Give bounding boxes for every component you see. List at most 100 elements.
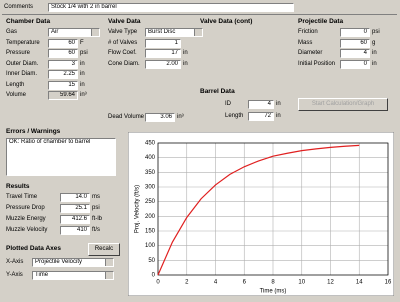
unit-label: F bbox=[80, 39, 84, 46]
section-title: Errors / Warnings bbox=[6, 128, 61, 135]
section-title: Chamber Data bbox=[6, 18, 51, 25]
section-title: Projectile Data bbox=[298, 18, 344, 25]
button-face[interactable]: Start Calculation/Graph bbox=[298, 98, 388, 111]
field-label: Volume bbox=[6, 92, 27, 98]
input[interactable]: 2.25 bbox=[48, 70, 78, 79]
input[interactable]: 15 bbox=[48, 80, 78, 90]
y-tick-label: 150 bbox=[145, 229, 156, 235]
select[interactable]: Burst Disc bbox=[145, 28, 203, 37]
section-title: Plotted Data Axes bbox=[6, 245, 62, 252]
field-label: Outer Diam. bbox=[6, 60, 39, 67]
unit-label: in bbox=[183, 60, 188, 67]
x-axis-select-label: X-Axis bbox=[6, 259, 24, 265]
chart: 0 50 100 150 200 250 300 350 400 450 0 2 4 6 8 10 12 14 16… bbox=[128, 132, 394, 296]
y-axis-select[interactable]: Time bbox=[32, 271, 114, 280]
field-label: Gas bbox=[6, 29, 18, 35]
input[interactable]: 25.1 bbox=[60, 204, 90, 213]
unit-label: in bbox=[276, 113, 281, 119]
input[interactable]: 0 bbox=[340, 28, 370, 37]
unit-label: in bbox=[372, 60, 377, 67]
errors-box: OK: Ratio of chamber to barrel bbox=[6, 138, 116, 176]
field-label: Valve Type bbox=[108, 29, 138, 35]
y-tick-label: 350 bbox=[145, 170, 156, 176]
x-tick-label: 6 bbox=[243, 280, 247, 286]
y-tick-label: 100 bbox=[145, 243, 156, 249]
field-label: Flow Coef. bbox=[108, 50, 137, 56]
y-tick-label: 0 bbox=[152, 273, 156, 279]
input[interactable]: 17 bbox=[145, 49, 181, 58]
y-tick-label: 200 bbox=[145, 214, 156, 220]
y-tick-label: 400 bbox=[145, 155, 156, 161]
unit-label: in bbox=[276, 101, 281, 107]
field-label: Initial Position bbox=[298, 60, 336, 67]
x-tick-label: 12 bbox=[327, 280, 334, 286]
field-label: Inner Diam. bbox=[6, 71, 38, 77]
input[interactable]: 1 bbox=[145, 38, 181, 48]
unit-label: in bbox=[183, 50, 188, 56]
chart-panel bbox=[128, 132, 394, 296]
input[interactable]: 60 bbox=[48, 38, 78, 48]
unit-label: in bbox=[80, 81, 85, 88]
y-tick-label: 450 bbox=[145, 141, 156, 147]
unit-label: in³ bbox=[177, 114, 184, 120]
x-axis-title: Time (ms) bbox=[260, 289, 287, 295]
field-label: Mass bbox=[298, 39, 313, 46]
unit-label: psi bbox=[372, 29, 380, 35]
unit-label: in bbox=[372, 50, 377, 56]
comments-input[interactable]: Stock 1/4 with 2 in barrel bbox=[48, 3, 294, 12]
input[interactable]: 0 bbox=[340, 59, 370, 69]
x-tick-label: 14 bbox=[356, 280, 363, 286]
section-title: Valve Data bbox=[108, 18, 141, 25]
field-label: Length bbox=[225, 113, 244, 119]
input[interactable]: 72 bbox=[248, 112, 274, 121]
field-label: ID bbox=[225, 101, 231, 107]
field-label: Length bbox=[6, 81, 25, 88]
input[interactable]: 60 bbox=[340, 38, 370, 48]
y-axis-title: Proj. Velocity (ft/s) bbox=[135, 185, 141, 233]
unit-label: in bbox=[80, 60, 85, 67]
input[interactable]: 3 bbox=[48, 59, 78, 69]
input[interactable]: 2.00 bbox=[145, 59, 181, 69]
unit-label: ms bbox=[92, 194, 100, 200]
input[interactable]: 4 bbox=[248, 100, 274, 109]
x-tick-label: 8 bbox=[271, 280, 275, 286]
unit-label: ft-lb bbox=[92, 216, 103, 222]
x-tick-label: 2 bbox=[185, 280, 189, 286]
recalc-button[interactable]: Recalc bbox=[88, 243, 120, 256]
field-label: Pressure Drop bbox=[6, 205, 45, 211]
button-face[interactable]: Recalc bbox=[88, 243, 120, 256]
y-tick-label: 300 bbox=[145, 185, 156, 191]
separator bbox=[2, 14, 397, 15]
data-line bbox=[157, 144, 360, 276]
field-label: Cone Diam. bbox=[108, 60, 140, 67]
comments-label: Comments bbox=[4, 4, 34, 10]
input[interactable]: 14.0 bbox=[60, 193, 90, 202]
field-label: Dead Volume bbox=[108, 114, 145, 120]
unit-label: psi bbox=[80, 50, 88, 56]
calculate-button[interactable]: Start Calculation/Graph bbox=[298, 98, 388, 111]
x-axis-select[interactable]: Projectile Velocity bbox=[32, 258, 114, 267]
plot-frame bbox=[157, 142, 389, 276]
field-label: Pressure bbox=[6, 50, 31, 56]
input[interactable]: 60 bbox=[48, 49, 78, 58]
unit-label: g bbox=[372, 39, 376, 46]
field-label: Muzzle Velocity bbox=[6, 227, 48, 233]
x-tick-label: 16 bbox=[385, 280, 392, 286]
input[interactable]: 410 bbox=[60, 226, 90, 235]
input[interactable]: 4 bbox=[340, 49, 370, 58]
unit-label: in bbox=[80, 71, 85, 77]
field-label: Muzzle Energy bbox=[6, 216, 46, 222]
x-tick-label: 4 bbox=[214, 280, 218, 286]
x-tick-label: 0 bbox=[156, 280, 160, 286]
field-label: Friction bbox=[298, 29, 318, 35]
section-title: Barrel Data bbox=[200, 88, 235, 95]
select[interactable]: Air bbox=[48, 28, 100, 37]
input[interactable]: 412.6 bbox=[60, 215, 90, 224]
y-axis-select-label: Y-Axis bbox=[6, 272, 23, 278]
unit-label: ft/s bbox=[92, 227, 101, 233]
section-title: Results bbox=[6, 183, 30, 190]
input[interactable]: 3.06 bbox=[145, 113, 175, 122]
unit-label: in³ bbox=[80, 92, 87, 98]
field-label: # of Valves bbox=[108, 39, 138, 46]
